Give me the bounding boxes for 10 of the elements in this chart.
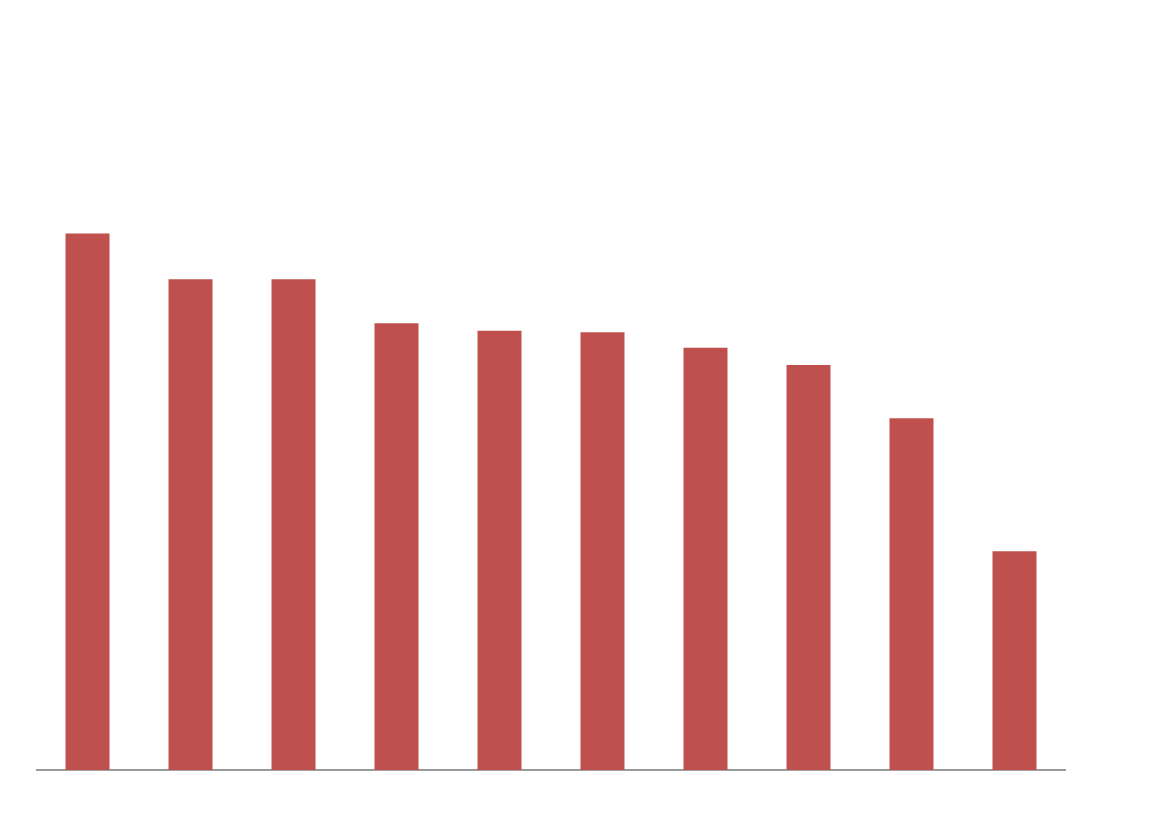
bar — [374, 323, 419, 770]
bar — [683, 347, 728, 770]
bar — [992, 551, 1037, 770]
bar — [889, 418, 934, 770]
bar — [271, 279, 316, 770]
bar — [580, 332, 625, 770]
bar — [168, 279, 213, 770]
bar — [477, 330, 522, 770]
bar — [65, 233, 110, 770]
bar — [786, 365, 831, 770]
